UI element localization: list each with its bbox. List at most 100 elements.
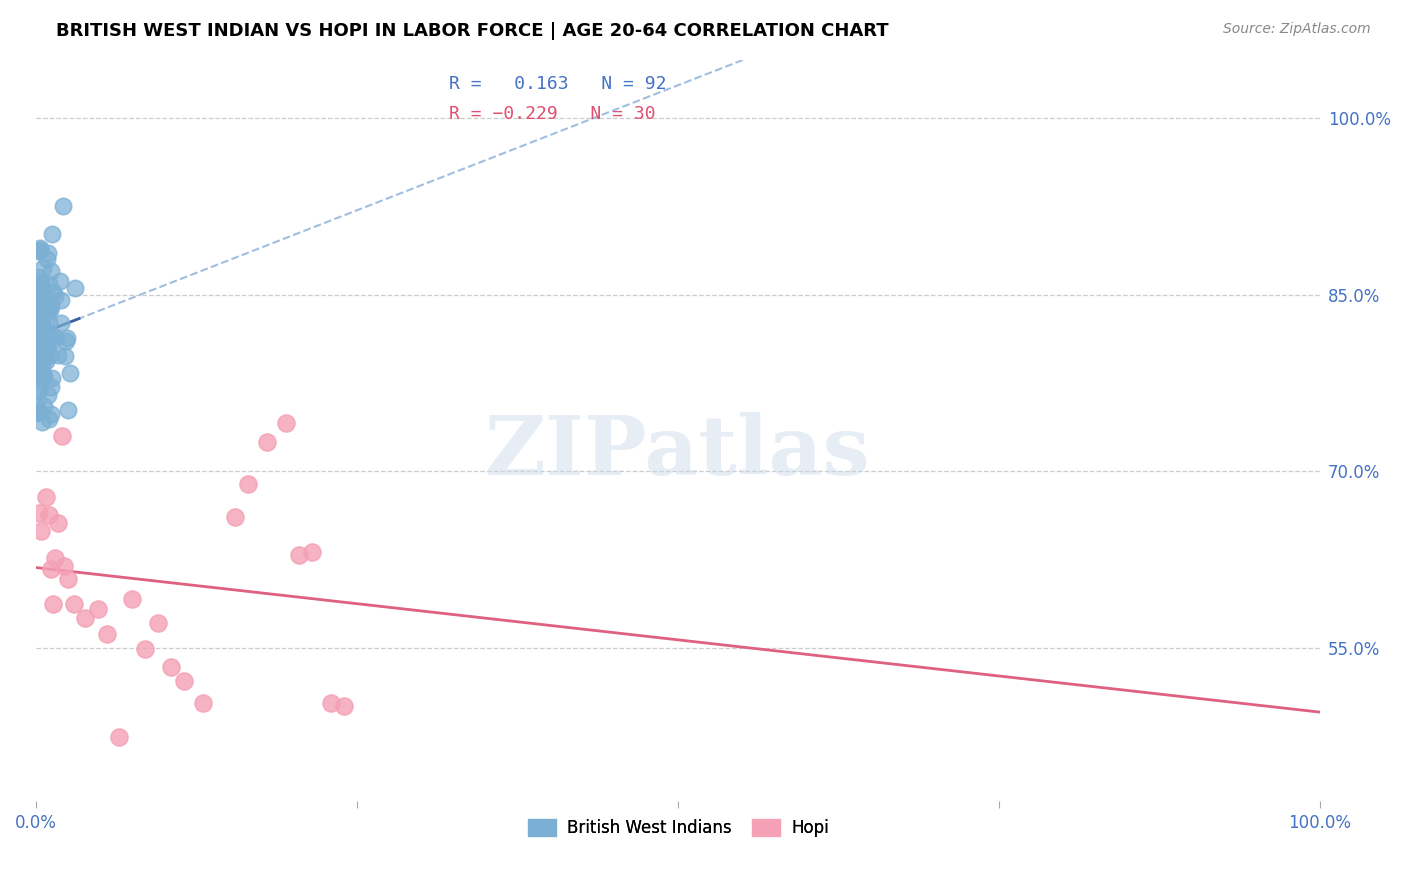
Point: [27, 506, 49, 520]
Point: [31, 372, 53, 386]
Point: [35, 353, 58, 368]
Point: [37, 387, 59, 401]
Point: [49, 316, 72, 330]
Text: BRITISH WEST INDIAN VS HOPI IN LABOR FORCE | AGE 20-64 CORRELATION CHART: BRITISH WEST INDIAN VS HOPI IN LABOR FOR…: [56, 22, 889, 40]
Point: [32, 343, 55, 357]
Point: [96, 627, 118, 641]
Point: [25, 320, 48, 334]
Point: [30, 524, 52, 539]
Point: [301, 545, 323, 559]
Text: R = −0.229   N = 30: R = −0.229 N = 30: [450, 105, 657, 123]
Point: [41, 598, 63, 612]
Point: [25, 297, 48, 311]
Point: [146, 615, 169, 630]
Point: [224, 509, 246, 524]
Point: [25, 359, 48, 374]
Point: [32, 399, 55, 413]
Point: [31, 358, 53, 372]
Point: [31, 367, 53, 381]
Point: [56, 403, 79, 417]
Point: [41, 264, 63, 278]
Point: [32, 261, 55, 276]
Point: [30, 330, 52, 344]
Point: [39, 348, 62, 362]
Text: R =   0.163   N = 92: R = 0.163 N = 92: [450, 75, 666, 94]
Point: [49, 274, 72, 288]
Point: [30, 352, 52, 367]
Point: [38, 314, 60, 328]
Point: [28, 303, 51, 318]
Point: [28, 291, 51, 305]
Point: [44, 551, 66, 566]
Point: [41, 371, 63, 385]
Point: [59, 367, 82, 381]
Point: [37, 303, 59, 318]
Point: [30, 300, 52, 314]
Point: [63, 597, 86, 611]
Point: [276, 416, 298, 430]
Point: [27, 269, 49, 284]
Point: [27, 244, 49, 259]
Point: [256, 434, 278, 449]
Point: [28, 350, 51, 364]
Point: [108, 731, 131, 745]
Point: [44, 330, 66, 344]
Point: [30, 278, 52, 293]
Point: [27, 305, 49, 319]
Point: [30, 369, 52, 384]
Point: [53, 558, 76, 573]
Point: [27, 371, 49, 385]
Point: [27, 362, 49, 376]
Point: [41, 227, 63, 241]
Point: [321, 697, 343, 711]
Point: [44, 330, 66, 344]
Point: [34, 350, 56, 364]
Text: ZIPatlas: ZIPatlas: [485, 412, 870, 492]
Point: [55, 331, 77, 345]
Point: [38, 302, 60, 317]
Point: [41, 285, 63, 300]
Point: [32, 320, 55, 334]
Point: [73, 610, 96, 624]
Point: [31, 310, 53, 325]
Point: [173, 674, 195, 689]
Point: [31, 302, 53, 317]
Point: [52, 199, 75, 213]
Point: [25, 365, 48, 379]
Point: [134, 642, 156, 657]
Point: [31, 294, 53, 309]
Point: [38, 412, 60, 426]
Point: [159, 659, 181, 673]
Point: [37, 246, 59, 260]
Point: [28, 404, 51, 418]
Point: [28, 328, 51, 343]
Point: [333, 699, 356, 714]
Point: [236, 477, 259, 491]
Point: [44, 289, 66, 303]
Point: [32, 335, 55, 350]
Point: [35, 342, 58, 356]
Point: [37, 293, 59, 308]
Point: [39, 380, 62, 394]
Point: [27, 406, 49, 420]
Point: [32, 370, 55, 384]
Point: [35, 490, 58, 504]
Point: [32, 306, 55, 320]
Point: [31, 329, 53, 343]
Point: [55, 334, 77, 348]
Point: [32, 301, 55, 315]
Point: [86, 602, 108, 616]
Legend: British West Indians, Hopi: British West Indians, Hopi: [520, 812, 835, 844]
Point: [25, 340, 48, 354]
Point: [48, 348, 70, 362]
Point: [30, 342, 52, 356]
Point: [63, 281, 86, 295]
Point: [31, 312, 53, 326]
Point: [37, 252, 59, 266]
Point: [30, 243, 52, 257]
Point: [38, 508, 60, 523]
Point: [53, 350, 76, 364]
Point: [38, 277, 60, 291]
Point: [31, 318, 53, 333]
Point: [41, 407, 63, 421]
